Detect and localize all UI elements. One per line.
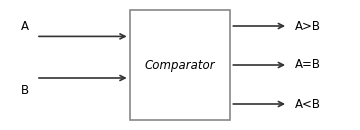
Text: A<B: A<B [295,98,321,110]
Bar [130,10,230,120]
Text: A: A [21,20,29,32]
Text: B: B [21,84,29,98]
Text: A=B: A=B [295,58,321,72]
Text: Comparator: Comparator [145,58,215,72]
Text: A>B: A>B [295,20,321,32]
